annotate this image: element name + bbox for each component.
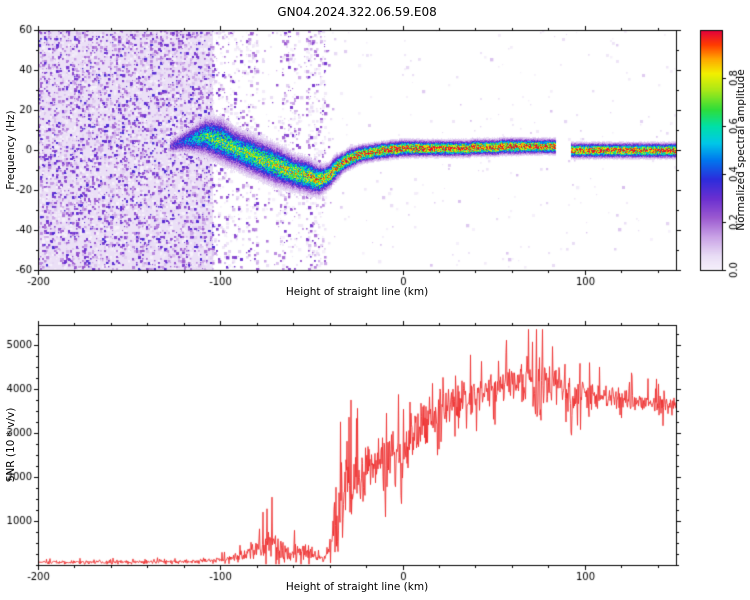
colorbar-label: Normalized spectral amplitude bbox=[735, 69, 747, 231]
snr-xlabel: Height of straight line (km) bbox=[285, 581, 429, 593]
figure-title: GN04.2024.322.06.59.E08 bbox=[277, 5, 437, 19]
spectrogram-ylabel: Frequency (Hz) bbox=[5, 110, 17, 190]
spectrogram-xlabel: Height of straight line (km) bbox=[285, 286, 429, 298]
snr-ylabel: SNR (10 * v/v) bbox=[5, 407, 17, 483]
